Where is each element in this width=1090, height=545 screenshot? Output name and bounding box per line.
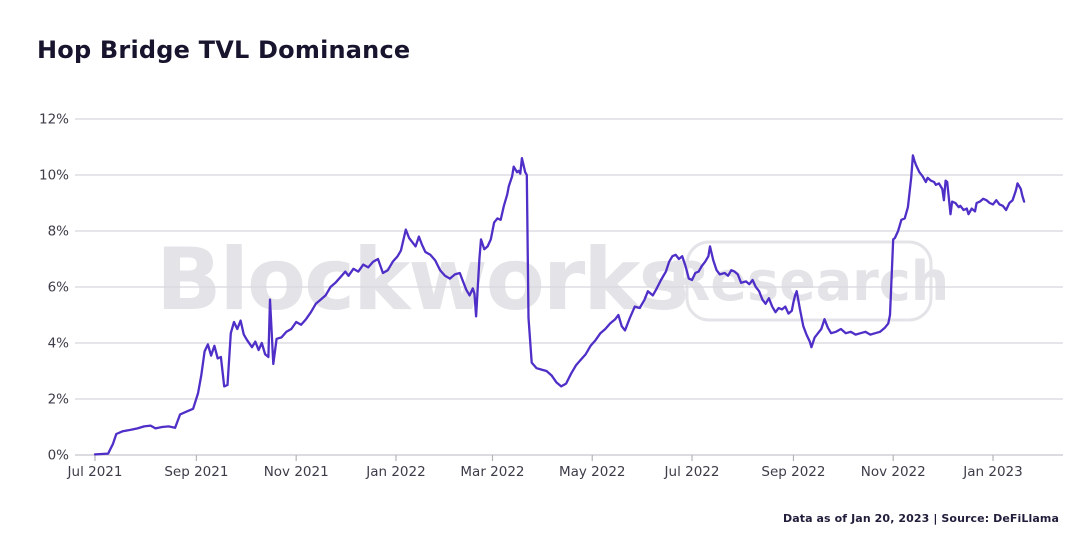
page-title: Hop Bridge TVL Dominance (37, 36, 411, 65)
y-tick-label: 10% (39, 168, 69, 184)
x-tick-label: Nov 2022 (861, 464, 926, 480)
y-tick-label: 8% (48, 224, 70, 240)
x-tick-label: May 2022 (559, 464, 626, 480)
x-tick-label: Nov 2021 (264, 464, 329, 480)
y-tick-label: 4% (48, 336, 70, 352)
svg-text:Research: Research (669, 250, 950, 313)
x-tick-label: Jul 2022 (664, 464, 720, 480)
y-tick-label: 6% (48, 280, 70, 296)
x-axis: Jul 2021 Sep 2021 Nov 2021 Jan 2022 Mar 2022… (67, 455, 1023, 480)
x-tick-label: Sep 2021 (164, 464, 228, 480)
source-attribution: Data as of Jan 20, 2023 | Source: DeFiLl… (782, 512, 1059, 525)
research-badge-outline (685, 240, 933, 322)
x-tick-label: Sep 2022 (761, 464, 825, 480)
x-tick-label: Jan 2023 (962, 464, 1022, 480)
x-tick-label: Mar 2022 (460, 464, 524, 480)
y-grid: 0% 2% 4% 6% 8% 10% 12% (39, 112, 1063, 464)
y-tick-label: 0% (48, 448, 70, 464)
x-tick-label: Jul 2021 (67, 464, 123, 480)
tvl-dominance-series-line (93, 154, 1026, 456)
x-tick-label: Jan 2022 (365, 464, 425, 480)
y-tick-label: 2% (48, 392, 70, 408)
y-tick-label: 12% (39, 112, 69, 128)
